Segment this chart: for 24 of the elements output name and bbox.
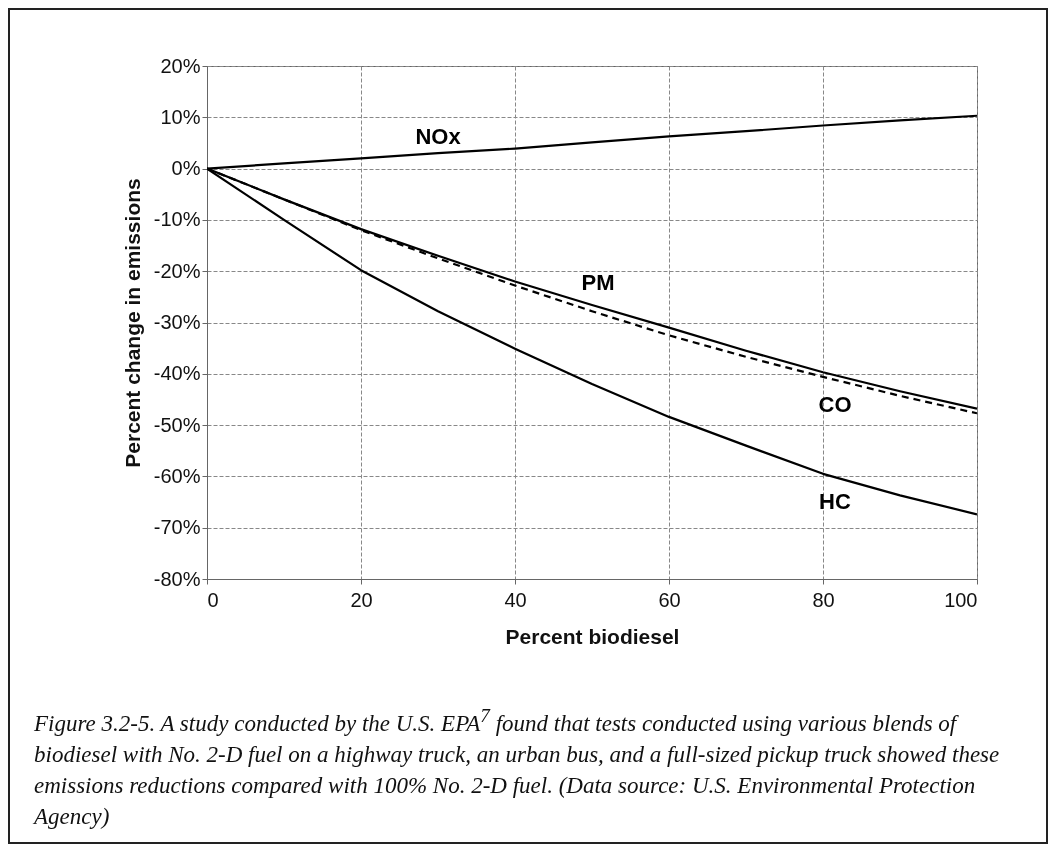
x-axis-title: Percent biodiesel xyxy=(505,624,680,648)
series-label: NOx xyxy=(415,124,462,150)
x-tick-label: 0 xyxy=(207,588,219,611)
y-tick-label: -40% xyxy=(153,362,201,385)
caption: Figure 3.2-5. A study conducted by the U.S. EPA$^{7}$ found that tests conducted using various blends of biodiesel with No. 2-D fuel on a highway truck, an urban bus, and a full-sized pickup truck showed these emissions reductions compared with 100% No. 2-D fuel. (Data source: U.S. Environmental Protection Agency) xyxy=(34,704,1001,831)
y-tick-label: 10% xyxy=(160,105,201,128)
y-tick-label: -10% xyxy=(153,208,201,231)
y-tick-label: -70% xyxy=(153,516,201,539)
y-tick-label: -80% xyxy=(153,567,201,590)
y-tick-label: -20% xyxy=(153,259,201,282)
x-tick-label: 40 xyxy=(504,588,527,611)
x-tick-label: 60 xyxy=(658,588,681,611)
y-tick-label: -30% xyxy=(153,311,201,333)
x-tick-label: 100 xyxy=(944,588,978,611)
series-label: CO xyxy=(818,391,852,417)
x-tick-label: 20 xyxy=(350,588,373,611)
y-tick-label: 0% xyxy=(171,157,201,180)
y-tick-label: 20% xyxy=(160,54,201,77)
series-label: HC xyxy=(819,488,851,514)
series-label: PM xyxy=(581,270,615,296)
y-tick-label: -50% xyxy=(153,413,201,436)
x-tick-label: 80 xyxy=(812,588,835,611)
y-axis-title: Percent change in emissions xyxy=(120,178,144,468)
y-tick-label: -60% xyxy=(153,464,201,487)
